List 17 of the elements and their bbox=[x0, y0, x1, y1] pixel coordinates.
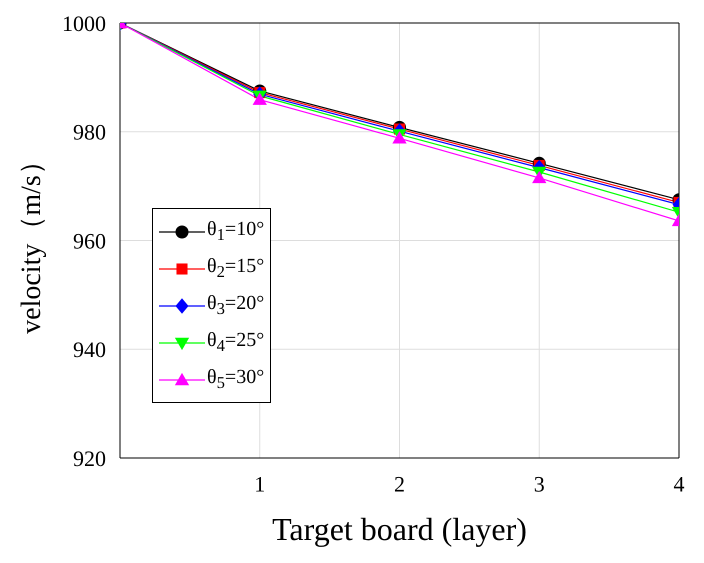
legend-label: θ$_{1}$=10° bbox=[207, 218, 264, 245]
y-tick-label: 960 bbox=[73, 228, 106, 254]
y-tick-label: 980 bbox=[73, 120, 106, 145]
y-tick-label: 940 bbox=[73, 337, 106, 362]
y-axis-title: velocity（m/s） bbox=[16, 147, 47, 334]
x-tick-label: 2 bbox=[394, 472, 405, 497]
x-tick-label: 4 bbox=[674, 472, 684, 497]
y-tick-label: 1000 bbox=[62, 10, 106, 36]
legend-label: θ$_{3}$=20° bbox=[207, 292, 264, 319]
x-axis-title: Target board (layer) bbox=[272, 511, 527, 547]
x-tick-label: 3 bbox=[534, 472, 545, 497]
point bbox=[532, 170, 546, 184]
x-tick-label: 1 bbox=[254, 472, 266, 497]
legend-label: θ$_{4}$=25° bbox=[207, 329, 264, 356]
legend-label: θ$_{5}$=30° bbox=[207, 366, 264, 393]
legend-label: θ$_{2}$=15° bbox=[207, 255, 264, 282]
y-tick-label: 920 bbox=[73, 446, 106, 471]
